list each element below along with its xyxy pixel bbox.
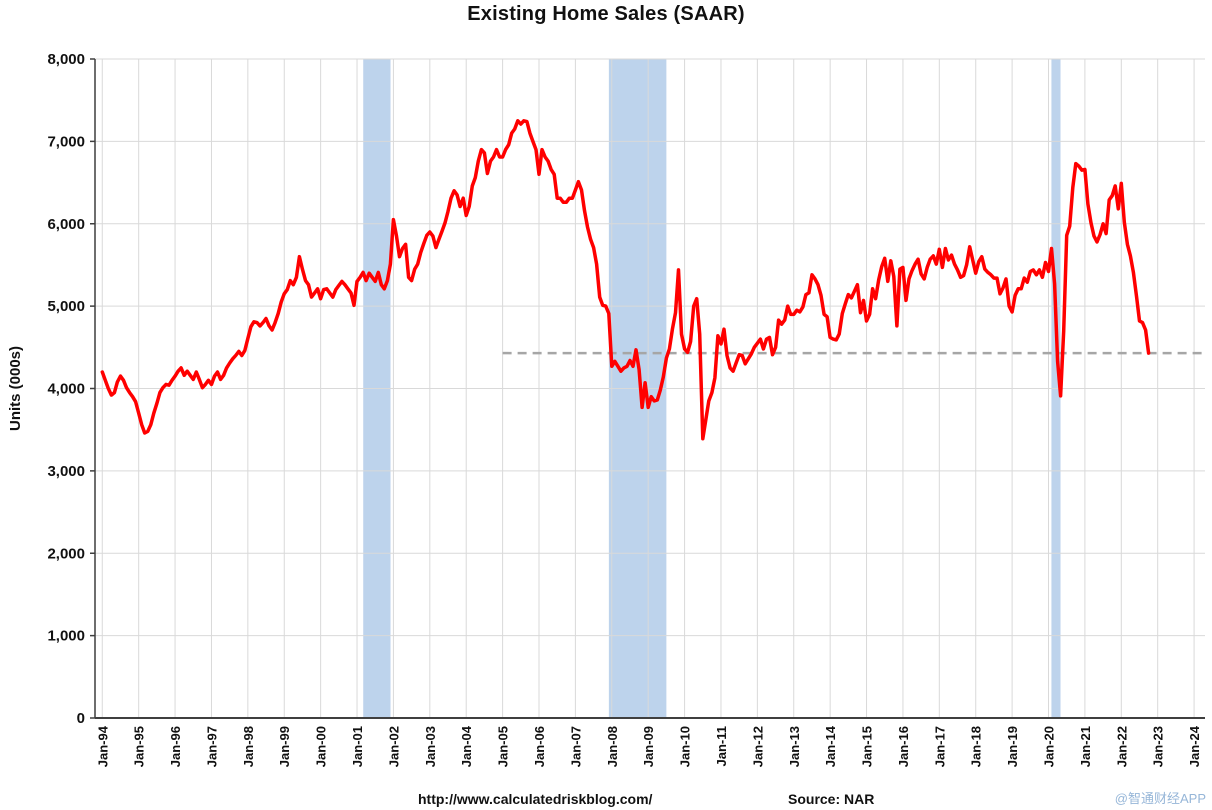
x-tick-label: Jan-00 bbox=[314, 726, 329, 767]
y-tick-label: 3,000 bbox=[47, 463, 85, 480]
x-tick-label: Jan-08 bbox=[605, 726, 620, 767]
x-tick-label: Jan-94 bbox=[95, 725, 110, 767]
x-tick-label: Jan-19 bbox=[1005, 726, 1020, 767]
x-tick-label: Jan-14 bbox=[823, 725, 838, 767]
x-tick-label: Jan-12 bbox=[750, 726, 765, 767]
footer-source-label: Source: NAR bbox=[788, 791, 875, 807]
y-tick-label: 1,000 bbox=[47, 628, 85, 645]
y-tick-label: 7,000 bbox=[47, 133, 85, 150]
x-tick-label: Jan-07 bbox=[568, 726, 583, 767]
y-tick-label: 4,000 bbox=[47, 381, 85, 398]
y-tick-label: 6,000 bbox=[47, 216, 85, 233]
x-tick-label: Jan-15 bbox=[860, 726, 875, 767]
footer-url: http://www.calculatedriskblog.com/ bbox=[418, 791, 653, 807]
x-tick-label: Jan-24 bbox=[1187, 725, 1202, 767]
x-tick-label: Jan-23 bbox=[1151, 726, 1166, 767]
x-tick-label: Jan-20 bbox=[1042, 726, 1057, 767]
x-tick-label: Jan-05 bbox=[496, 726, 511, 767]
x-tick-label: Jan-22 bbox=[1114, 726, 1129, 767]
x-tick-label: Jan-21 bbox=[1078, 726, 1093, 767]
y-tick-label: 8,000 bbox=[47, 51, 85, 68]
x-tick-label: Jan-96 bbox=[168, 726, 183, 767]
x-tick-label: Jan-03 bbox=[423, 726, 438, 767]
x-tick-label: Jan-16 bbox=[896, 726, 911, 767]
x-tick-label: Jan-06 bbox=[532, 726, 547, 767]
x-tick-label: Jan-99 bbox=[277, 726, 292, 767]
x-tick-label: Jan-01 bbox=[350, 726, 365, 767]
y-tick-label: 0 bbox=[77, 710, 85, 727]
watermark: @智通财经APP bbox=[1114, 791, 1206, 806]
x-tick-label: Jan-95 bbox=[132, 726, 147, 767]
chart-title: Existing Home Sales (SAAR) bbox=[467, 3, 745, 25]
x-tick-label: Jan-13 bbox=[787, 726, 802, 767]
x-tick-label: Jan-97 bbox=[204, 726, 219, 767]
x-tick-label: Jan-98 bbox=[241, 726, 256, 767]
x-tick-label: Jan-09 bbox=[641, 726, 656, 767]
x-tick-label: Jan-11 bbox=[714, 726, 729, 766]
y-tick-label: 2,000 bbox=[47, 545, 85, 562]
x-tick-label: Jan-17 bbox=[932, 726, 947, 767]
sales-line bbox=[100, 119, 1151, 441]
x-tick-label: Jan-02 bbox=[386, 726, 401, 767]
x-tick-label: Jan-04 bbox=[459, 725, 474, 767]
x-tick-label: Jan-10 bbox=[678, 726, 693, 767]
y-tick-label: 5,000 bbox=[47, 298, 85, 315]
x-tick-label: Jan-18 bbox=[969, 726, 984, 767]
